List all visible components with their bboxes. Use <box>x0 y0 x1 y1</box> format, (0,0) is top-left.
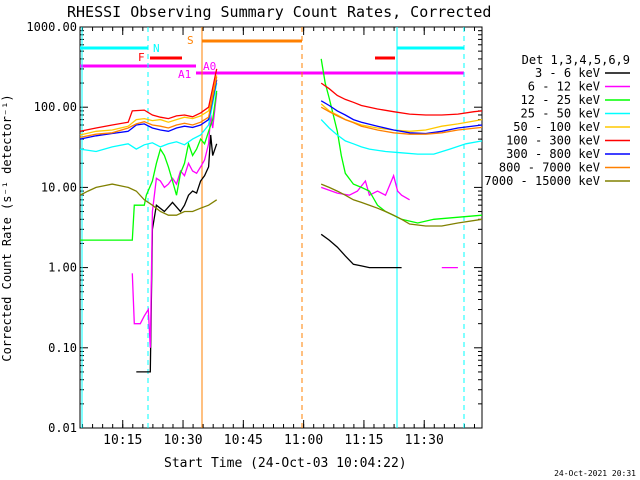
instrument-state-bars <box>80 27 465 428</box>
annotation-labels: N S F A1 A0 <box>138 34 216 81</box>
series-line-50to100keV-seg0 <box>79 75 218 136</box>
series-line-6to12keV-seg1 <box>320 173 410 201</box>
x-tick-label: 10:45 <box>224 433 263 448</box>
night-label: N <box>153 42 160 55</box>
legend-label: 800 - 7000 keV <box>499 161 600 175</box>
y-tick-label: 0.01 <box>48 421 77 435</box>
x-tick-label: 10:15 <box>103 433 142 448</box>
y-axis-label: Corrected Count Rate (s⁻¹ detector⁻¹) <box>0 94 14 361</box>
x-tick-label: 11:30 <box>405 433 444 448</box>
legend-label: 25 - 50 keV <box>521 107 600 121</box>
x-tick-label: 11:00 <box>284 433 323 448</box>
legend-label: 300 - 800 keV <box>506 147 600 161</box>
y-tick-label: 100.00 <box>34 100 77 114</box>
legend-label: 50 - 100 keV <box>513 120 600 134</box>
legend-label: 100 - 300 keV <box>506 134 600 148</box>
series-line-3to6keV-seg0 <box>136 134 218 373</box>
series-line-100to300keV-seg0 <box>79 68 218 132</box>
series-line-3to6keV-seg1 <box>320 233 402 269</box>
series-line-300to800keV-seg0 <box>79 79 218 140</box>
x-tick-label: 11:15 <box>344 433 383 448</box>
y-tick-label: 0.10 <box>48 341 77 355</box>
legend-label: 6 - 12 keV <box>528 80 600 94</box>
chart-title: RHESSI Observing Summary Count Rates, Co… <box>67 3 491 21</box>
series-line-300to800keV-seg1 <box>320 100 483 135</box>
saa-label: S <box>187 34 194 47</box>
series-line-7000to15000keV-seg1 <box>320 183 483 227</box>
series-line-50to100keV-seg1 <box>320 103 483 132</box>
y-tick-label: 1000.00 <box>26 20 77 34</box>
series-line-800to7000keV-seg0 <box>79 76 218 139</box>
series-line-6to12keV-seg0 <box>131 93 218 348</box>
y-axis-ticks: 0.01 0.10 1.00 10.00 100.00 1000.00 <box>26 20 482 435</box>
series-line-100to300keV-seg1 <box>320 82 483 116</box>
series-line-7000to15000keV-seg0 <box>79 183 218 216</box>
x-axis-ticks: 10:15 10:30 10:45 11:00 11:15 11:30 <box>82 27 475 448</box>
legend-label: 12 - 25 keV <box>521 93 600 107</box>
plot-frame <box>79 26 483 429</box>
series-line-25to50keV-seg0 <box>79 82 218 153</box>
data-series <box>79 58 483 373</box>
flare-label: F <box>138 51 145 64</box>
legend-label: 7000 - 15000 keV <box>484 174 600 188</box>
x-tick-label: 10:30 <box>163 433 202 448</box>
series-line-800to7000keV-seg1 <box>320 106 483 135</box>
x-axis-label: Start Time (24-Oct-03 10:04:22) <box>164 456 407 471</box>
render-timestamp: 24-Oct-2021 20:31 <box>554 469 636 478</box>
series-line-25to50keV-seg1 <box>320 119 483 155</box>
attenuator-label-a1: A1 <box>178 68 191 81</box>
y-tick-label: 10.00 <box>41 180 77 194</box>
legend-title: Det 1,3,4,5,6,9 <box>522 53 630 67</box>
legend-label: 3 - 6 keV <box>535 66 600 80</box>
y-tick-label: 1.00 <box>48 261 77 275</box>
attenuator-label-a0: A0 <box>203 60 216 73</box>
